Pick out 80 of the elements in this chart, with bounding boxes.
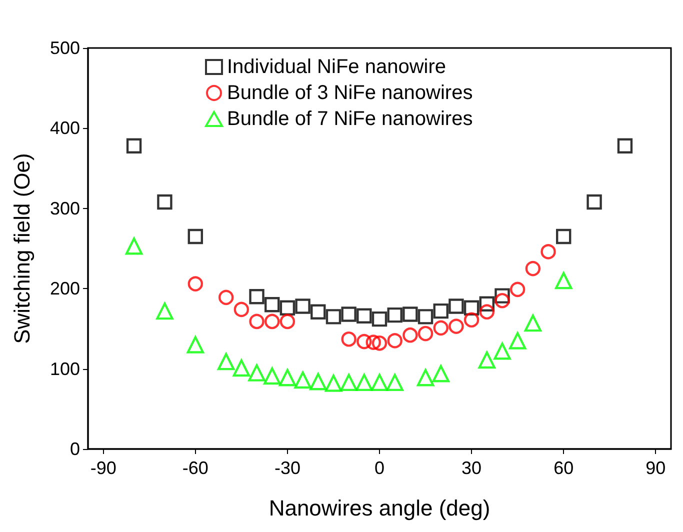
point <box>126 138 142 154</box>
legend-label: Bundle of 7 NiFe nanowires <box>227 108 473 130</box>
point <box>280 300 296 316</box>
x-axis-title: Nanowires angle (deg) <box>268 496 490 520</box>
point <box>494 342 511 360</box>
point <box>433 303 448 319</box>
point <box>217 352 235 370</box>
x-tick-label: 60 <box>554 458 574 478</box>
point <box>508 332 526 350</box>
point <box>387 333 402 348</box>
point <box>249 314 264 330</box>
point <box>416 369 434 386</box>
y-tick-label: 300 <box>50 198 80 218</box>
point <box>324 374 342 392</box>
point <box>402 328 418 343</box>
point <box>432 365 450 382</box>
point <box>464 312 480 328</box>
point <box>386 374 404 392</box>
y-tick-label: 400 <box>50 118 80 138</box>
point <box>478 351 496 369</box>
point <box>156 302 174 320</box>
point <box>294 371 312 389</box>
y-tick-label: 100 <box>50 358 80 379</box>
x-tick-label: 0 <box>374 458 385 478</box>
y-axis-title: Switching field (Oe) <box>10 153 34 344</box>
point <box>372 336 388 351</box>
point <box>188 276 203 292</box>
point <box>448 318 464 334</box>
point <box>278 369 296 386</box>
point <box>494 293 510 308</box>
point <box>264 297 280 312</box>
y-tick-label: 500 <box>50 38 80 58</box>
legend-label: Bundle of 3 NiFe nanowires <box>227 82 473 104</box>
point <box>310 304 326 320</box>
x-tick-label: -60 <box>182 458 208 478</box>
y-tick-label: 200 <box>50 278 80 299</box>
point <box>525 260 541 276</box>
point <box>387 307 402 323</box>
point <box>617 138 633 154</box>
point <box>125 237 143 255</box>
point <box>356 374 373 392</box>
point <box>479 304 494 320</box>
point <box>295 298 310 314</box>
point <box>326 309 342 324</box>
point <box>310 373 327 390</box>
point <box>234 302 250 318</box>
point <box>448 298 464 314</box>
point <box>218 290 234 306</box>
point <box>341 306 356 322</box>
legend-label: Individual NiFe nanowire <box>227 56 446 78</box>
point <box>433 320 448 336</box>
point <box>188 228 203 244</box>
point <box>586 194 602 210</box>
point <box>556 228 572 244</box>
point <box>510 282 526 297</box>
point <box>540 244 556 260</box>
point <box>402 306 418 322</box>
point <box>370 374 388 392</box>
point <box>372 311 388 327</box>
point <box>340 374 358 392</box>
point <box>418 309 434 324</box>
point <box>264 367 281 385</box>
x-tick-label: -30 <box>274 458 300 478</box>
point <box>186 336 204 354</box>
point <box>464 300 480 316</box>
point <box>249 289 264 304</box>
point <box>524 314 542 332</box>
x-tick-label: 30 <box>462 458 482 478</box>
point <box>157 194 172 210</box>
point <box>232 359 250 377</box>
point <box>418 326 434 342</box>
point <box>280 314 296 330</box>
point <box>248 364 266 382</box>
x-tick-label: 90 <box>646 458 666 478</box>
point <box>264 314 280 330</box>
y-tick-label: 0 <box>70 439 80 459</box>
point <box>555 272 572 290</box>
x-tick-label: -90 <box>90 458 116 478</box>
point <box>341 332 356 347</box>
point <box>356 308 372 324</box>
